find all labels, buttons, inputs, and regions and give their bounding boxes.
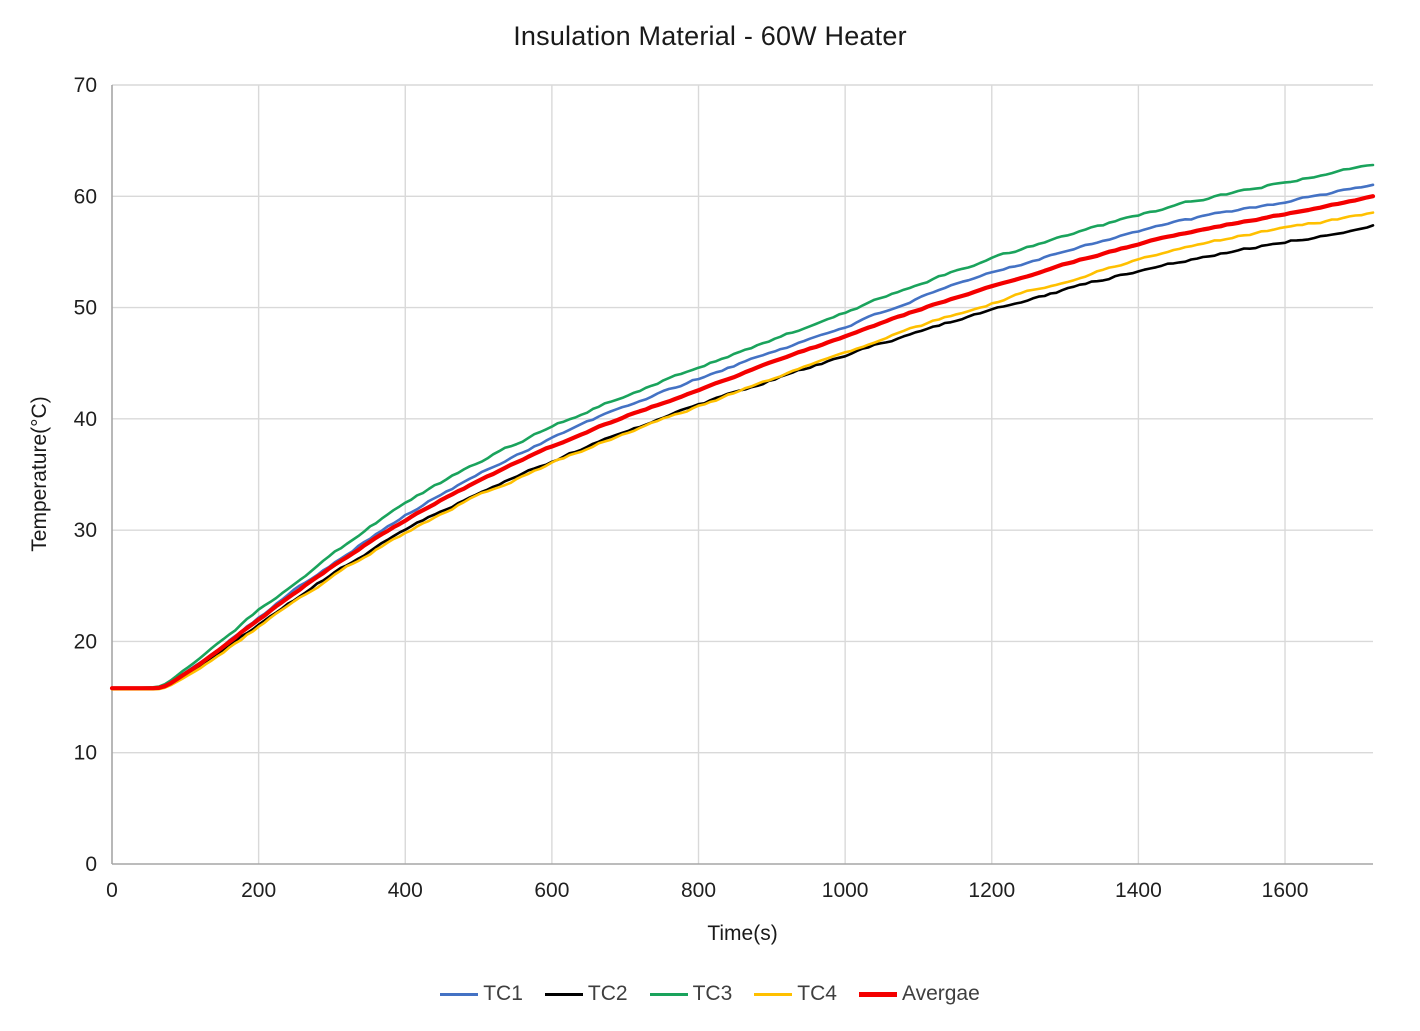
series-line-tc1 — [110, 183, 1375, 690]
x-tick-label-1200: 1200 — [968, 879, 1015, 902]
y-tick-label-50: 50 — [74, 297, 97, 320]
legend-label: TC3 — [692, 982, 733, 1005]
x-tick-label-1600: 1600 — [1262, 879, 1309, 902]
legend-item-tc2: TC2 — [544, 982, 628, 1006]
legend-label: TC4 — [797, 982, 837, 1005]
legend-label: TC2 — [587, 982, 628, 1005]
y-tick-label-20: 20 — [74, 630, 97, 653]
series-line-avergae — [109, 194, 1376, 691]
y-tick-label-60: 60 — [74, 185, 97, 208]
y-tick-label-30: 30 — [74, 519, 97, 542]
x-tick-label-1000: 1000 — [822, 879, 869, 902]
legend-label: Avergae — [901, 982, 980, 1005]
legend-swatch-tc4 — [754, 992, 793, 996]
y-tick-label-10: 10 — [74, 742, 97, 765]
series-line-tc3 — [110, 163, 1375, 690]
legend-item-avergae: Avergae — [858, 982, 980, 1006]
legend-swatch-tc2 — [544, 992, 583, 996]
series-line-tc2 — [110, 224, 1375, 690]
y-tick-label-0: 0 — [85, 853, 97, 876]
series-line-tc4 — [110, 211, 1375, 691]
legend-item-tc1: TC1 — [440, 982, 523, 1006]
legend-label: TC1 — [483, 982, 523, 1005]
x-tick-label-0: 0 — [106, 879, 118, 902]
x-axis-title: Time(s) — [707, 922, 778, 945]
legend-swatch-avergae — [858, 991, 897, 997]
x-tick-label-800: 800 — [681, 879, 716, 902]
x-tick-label-600: 600 — [534, 879, 569, 902]
legend-swatch-tc1 — [440, 992, 479, 996]
legend-swatch-tc3 — [649, 992, 688, 996]
chart-title: Insulation Material - 60W Heater — [513, 21, 907, 51]
y-tick-label-40: 40 — [74, 408, 97, 431]
x-tick-label-400: 400 — [388, 879, 423, 902]
x-tick-label-1400: 1400 — [1115, 879, 1162, 902]
y-tick-label-70: 70 — [74, 74, 97, 97]
legend-item-tc3: TC3 — [649, 982, 733, 1006]
x-tick-label-200: 200 — [241, 879, 276, 902]
legend: TC1 TC2 TC3 TC4 Avergae — [0, 982, 1420, 1006]
legend-item-tc4: TC4 — [754, 982, 837, 1006]
